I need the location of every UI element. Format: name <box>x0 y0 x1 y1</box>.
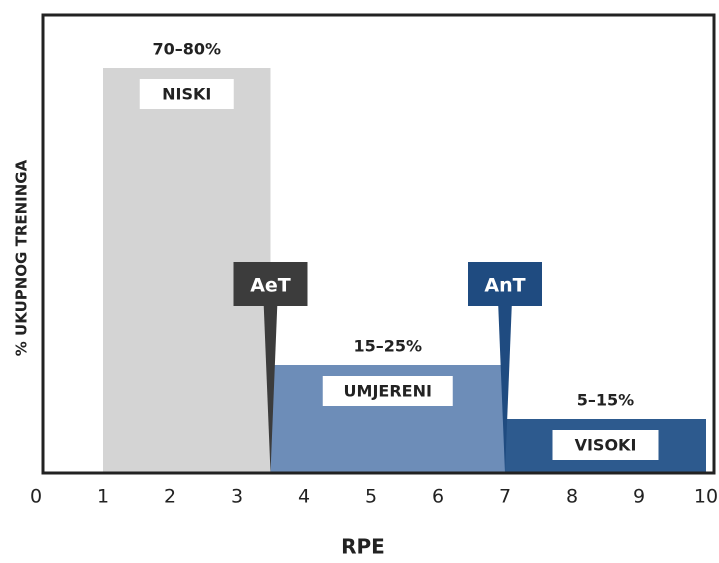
plot-frame <box>41 13 716 475</box>
x-tick-label: 7 <box>499 486 511 508</box>
marker-label: AnT <box>484 275 525 297</box>
zone-name-box <box>552 430 659 460</box>
x-tick-label: 9 <box>633 486 645 508</box>
x-tick-label: 6 <box>432 486 444 508</box>
marker-label: AeT <box>250 275 291 297</box>
x-tick-label: 5 <box>365 486 377 508</box>
marker-pointer <box>498 300 512 473</box>
marker-pointer <box>263 300 278 473</box>
zone-name-box <box>139 79 234 109</box>
zone-name-box <box>322 376 453 406</box>
x-tick-label: 4 <box>298 486 310 508</box>
x-tick-label: 10 <box>694 486 718 508</box>
x-tick-label: 0 <box>30 486 42 508</box>
y-axis-label: % UKUPNOG TRENINGA <box>13 159 31 356</box>
x-tick-label: 1 <box>97 486 109 508</box>
zone-name: UMJERENI <box>344 382 432 401</box>
x-tick-label: 3 <box>231 486 243 508</box>
zone-name: NISKI <box>162 85 211 104</box>
marker-box <box>233 262 308 306</box>
zone-range-label: 15–25% <box>353 337 422 356</box>
zone-range-label: 70–80% <box>152 40 221 59</box>
zone-name: VISOKI <box>575 436 637 455</box>
x-tick-label: 2 <box>164 486 176 508</box>
zone-range-label: 5–15% <box>577 391 634 410</box>
x-axis-label: RPE <box>341 535 385 559</box>
marker-box <box>468 262 542 306</box>
x-tick-label: 8 <box>566 486 578 508</box>
